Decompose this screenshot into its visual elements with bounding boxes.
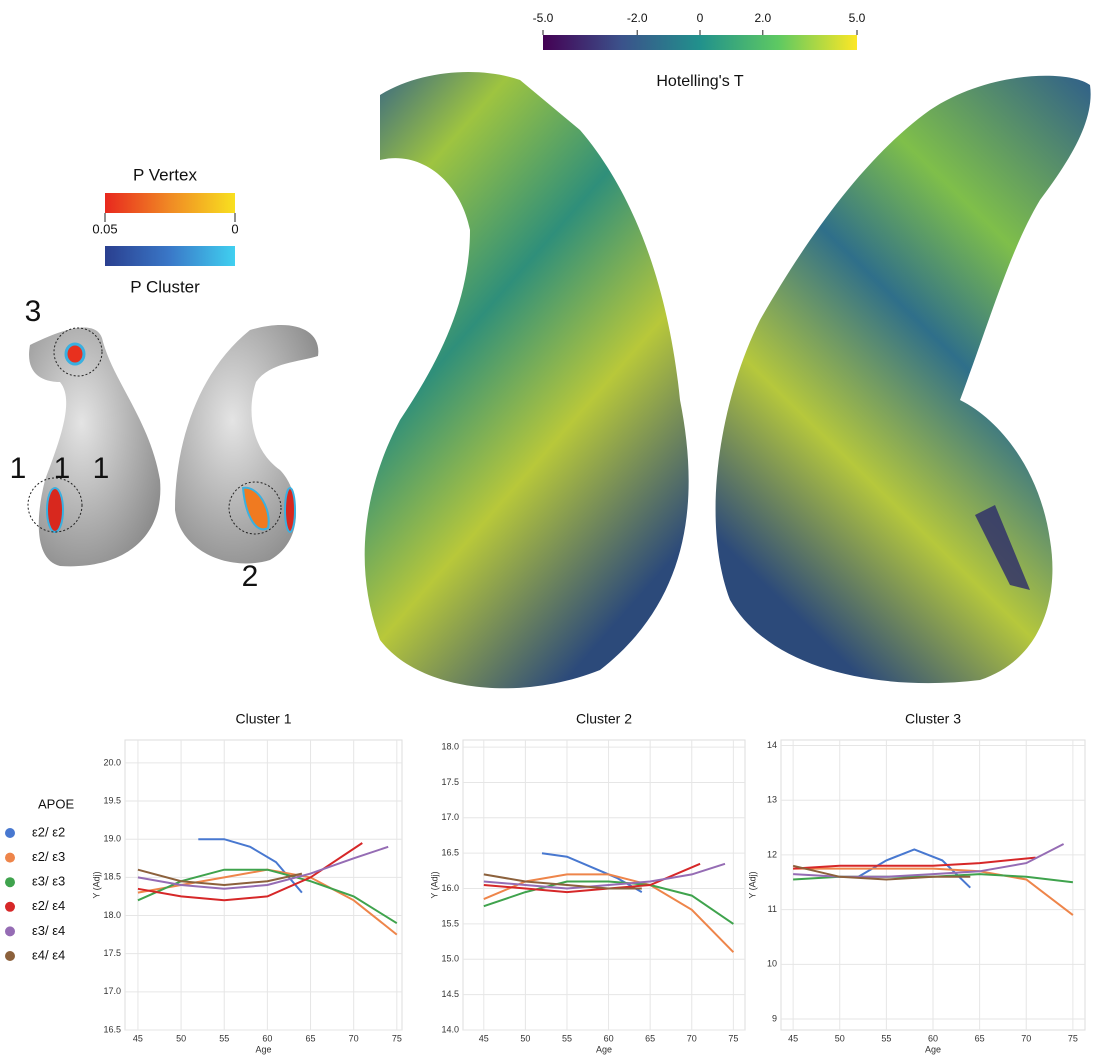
p-vertex-label: P Vertex [133, 165, 197, 184]
legend-label: ε3/ ε3 [32, 874, 65, 889]
x-tick-label: 70 [349, 1033, 359, 1043]
colorbar-tick-label: 0.05 [92, 221, 117, 236]
colorbar-tick-label: -2.0 [627, 11, 648, 25]
colorbar-tick-label: 2.0 [754, 11, 771, 25]
colorbar-tick-label: 0 [231, 221, 238, 236]
region-label: 2 [242, 560, 259, 593]
legend-label: ε2/ ε2 [32, 824, 65, 839]
cluster-spot [66, 344, 84, 364]
legend-swatch [5, 902, 15, 912]
y-axis-label: Y (Adj) [747, 871, 757, 898]
legend-label: ε2/ ε4 [32, 898, 65, 913]
legend-label: ε2/ ε3 [32, 849, 65, 864]
x-tick-label: 55 [881, 1033, 891, 1043]
x-axis-label: Age [596, 1044, 612, 1054]
x-tick-label: 70 [687, 1033, 697, 1043]
t-colorbar [543, 35, 857, 50]
x-tick-label: 60 [604, 1033, 614, 1043]
y-tick-label: 13 [767, 795, 777, 805]
y-tick-label: 19.0 [103, 834, 121, 844]
hippocampus-right [175, 325, 318, 563]
x-axis-label: Age [925, 1044, 941, 1054]
x-tick-label: 45 [133, 1033, 143, 1043]
y-tick-label: 17.5 [441, 777, 459, 787]
y-axis-label: Y (Adj) [429, 871, 439, 898]
x-tick-label: 50 [835, 1033, 845, 1043]
x-tick-label: 55 [562, 1033, 572, 1043]
x-tick-label: 45 [479, 1033, 489, 1043]
x-tick-label: 45 [788, 1033, 798, 1043]
chart-title: Cluster 2 [576, 711, 632, 727]
cluster-spot [285, 488, 295, 532]
y-tick-label: 12 [767, 849, 777, 859]
y-tick-label: 19.5 [103, 795, 121, 805]
legend-swatch [5, 951, 15, 961]
x-tick-label: 70 [1021, 1033, 1031, 1043]
legend-label: ε4/ ε4 [32, 947, 65, 962]
y-tick-label: 14.5 [441, 989, 459, 999]
x-tick-label: 65 [975, 1033, 985, 1043]
x-tick-label: 65 [645, 1033, 655, 1043]
hotelling-map-right [716, 76, 1091, 683]
y-tick-label: 17.0 [103, 986, 121, 996]
x-tick-label: 75 [392, 1033, 402, 1043]
region-label: 3 [25, 295, 42, 328]
p-vertex-colorbar [105, 193, 235, 213]
hippocampus-left [29, 327, 160, 566]
x-tick-label: 65 [306, 1033, 316, 1043]
y-tick-label: 10 [767, 959, 777, 969]
y-tick-label: 15.0 [441, 954, 459, 964]
t-colorbar-label: Hotelling's T [656, 73, 743, 90]
x-tick-label: 75 [728, 1033, 738, 1043]
y-tick-label: 9 [772, 1013, 777, 1023]
figure: Hotelling's T P Vertex P Cluster APOE -5… [0, 0, 1097, 1061]
x-tick-label: 60 [262, 1033, 272, 1043]
y-tick-label: 15.5 [441, 918, 459, 928]
x-tick-label: 50 [520, 1033, 530, 1043]
y-tick-label: 16.5 [441, 848, 459, 858]
y-axis-label: Y (Adj) [91, 871, 101, 898]
legend-swatch [5, 828, 15, 838]
p-cluster-colorbar [105, 246, 235, 266]
x-axis-label: Age [255, 1044, 271, 1054]
legend-swatch [5, 853, 15, 863]
y-tick-label: 17.5 [103, 948, 121, 958]
region-label: 1 [10, 452, 27, 485]
legend-title: APOE [38, 796, 74, 811]
y-tick-label: 16.5 [103, 1024, 121, 1034]
legend-swatch [5, 877, 15, 887]
legend-swatch [5, 926, 15, 936]
region-label: 1 [54, 452, 71, 485]
x-tick-label: 50 [176, 1033, 186, 1043]
y-tick-label: 16.0 [441, 883, 459, 893]
y-tick-label: 14.0 [441, 1024, 459, 1034]
chart-title: Cluster 3 [905, 711, 961, 727]
y-tick-label: 11 [768, 904, 777, 914]
legend-label: ε3/ ε4 [32, 923, 65, 938]
chart-title: Cluster 1 [235, 711, 291, 727]
y-tick-label: 20.0 [103, 757, 121, 767]
y-tick-label: 18.0 [103, 910, 121, 920]
colorbar-tick-label: -5.0 [533, 11, 554, 25]
x-tick-label: 75 [1068, 1033, 1078, 1043]
y-tick-label: 18.0 [441, 741, 459, 751]
hotelling-map-left [365, 72, 689, 688]
cluster-spot [47, 488, 63, 532]
p-cluster-label: P Cluster [130, 277, 200, 296]
y-tick-label: 18.5 [103, 872, 121, 882]
x-tick-label: 55 [219, 1033, 229, 1043]
y-tick-label: 14 [767, 740, 777, 750]
colorbar-tick-label: 0 [697, 11, 704, 25]
region-label: 1 [93, 452, 110, 485]
colorbar-tick-label: 5.0 [849, 11, 866, 25]
x-tick-label: 60 [928, 1033, 938, 1043]
y-tick-label: 17.0 [441, 812, 459, 822]
